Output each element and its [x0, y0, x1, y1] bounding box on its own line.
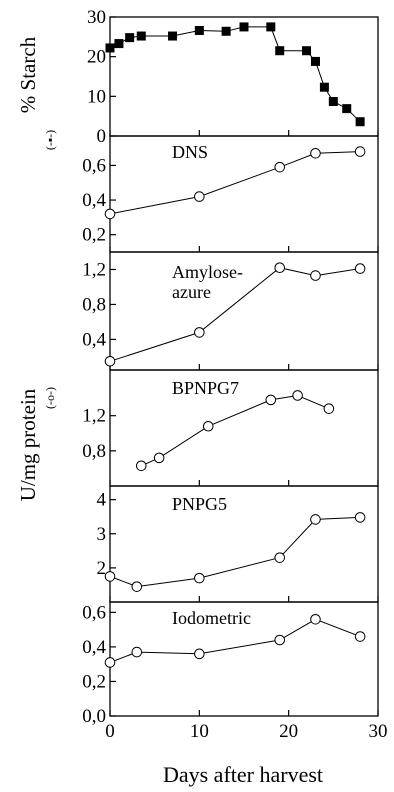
data-point	[310, 56, 320, 66]
data-point	[275, 46, 285, 56]
data-point	[328, 96, 338, 106]
y-tick-label: 2	[97, 558, 107, 579]
panel-frame	[109, 135, 379, 253]
y-tick-label: 3	[97, 524, 107, 545]
y-tick-label: 30	[87, 7, 106, 28]
data-point	[131, 581, 143, 592]
data-point	[354, 146, 366, 157]
data-point	[355, 117, 365, 127]
series-line	[141, 394, 330, 467]
x-tick-label: 10	[190, 721, 209, 742]
y-tick-label: 0,4	[82, 637, 106, 658]
panel-1: 0 10 20 30	[87, 7, 379, 147]
data-point	[292, 390, 303, 401]
data-point	[310, 148, 321, 159]
data-point	[239, 22, 249, 32]
data-point	[310, 514, 321, 525]
y-tick-label: 0,2	[82, 225, 106, 246]
panel-title: BPNPG7	[172, 378, 239, 398]
starch-axis-label: % Starch	[16, 36, 40, 113]
data-point	[136, 31, 146, 41]
y-tick-label: 0,0	[82, 706, 106, 727]
data-point	[194, 191, 205, 202]
panel-title: PNPG5	[172, 494, 227, 514]
data-point	[202, 420, 214, 432]
data-point	[274, 262, 286, 274]
y-tick-label: 20	[87, 47, 106, 68]
data-point	[265, 394, 277, 406]
data-point	[221, 26, 231, 36]
data-point	[319, 82, 329, 92]
y-tick-label: 0,2	[82, 671, 106, 692]
panel-frame	[109, 251, 379, 371]
data-point	[354, 512, 366, 523]
series-line	[109, 516, 361, 588]
x-tick-label: 0	[105, 721, 115, 742]
data-point	[194, 648, 205, 660]
data-point	[104, 657, 116, 668]
data-point	[104, 571, 116, 582]
y-tick-label: 0	[97, 126, 107, 147]
panel-3: 0,4 0,8 1,2 Amylose-azure	[82, 251, 379, 371]
data-point	[105, 43, 115, 53]
data-point	[135, 460, 147, 472]
x-tick-label: 20	[279, 721, 298, 742]
panel-4: 0,8 1,2 BPNPG7	[82, 369, 379, 487]
y-tick-label: 0,6	[82, 602, 106, 623]
data-point	[310, 613, 321, 625]
data-point	[274, 634, 286, 646]
panel-5: 2 3 4 PNPG5	[97, 485, 379, 603]
y-tick-label: 4	[97, 490, 107, 511]
y-tick-label: 0,6	[82, 155, 106, 176]
data-point	[323, 403, 335, 414]
data-point	[302, 46, 312, 56]
data-point	[194, 572, 205, 584]
enzyme-marker-note: (-o-)	[43, 387, 57, 409]
data-point	[194, 327, 205, 338]
data-point	[125, 33, 135, 43]
data-point	[310, 270, 321, 281]
y-tick-label: 0,4	[82, 329, 106, 350]
y-tick-label: 0,8	[82, 441, 106, 462]
data-point	[104, 208, 116, 220]
data-point	[104, 355, 116, 367]
y-tick-label: 0,4	[82, 190, 106, 211]
panel-2: 0,2 0,4 0,6 DNS	[82, 135, 379, 253]
x-axis-label: Days after harvest	[163, 762, 323, 787]
panel-title: Iodometric	[172, 608, 251, 628]
data-point	[194, 25, 204, 35]
series-line	[109, 26, 361, 123]
data-point	[114, 39, 124, 49]
enzyme-axis-label: U/mg protein	[16, 388, 40, 501]
panel-title: Amylose-	[172, 262, 243, 282]
data-point	[354, 263, 366, 274]
data-point	[266, 22, 276, 32]
panel-6: 0,0 0,2 0,4 0,6 0 10 20 30 Iodometric	[82, 601, 388, 742]
panel-frame	[109, 369, 379, 487]
data-point	[168, 31, 178, 41]
starch-marker-note: (-▪-)	[43, 130, 57, 150]
y-tick-label: 1,2	[82, 406, 106, 427]
data-point	[274, 161, 286, 173]
panel-title: azure	[172, 282, 211, 302]
y-tick-label: 10	[87, 86, 106, 107]
data-point	[131, 646, 143, 658]
y-tick-label: 0,8	[82, 294, 106, 315]
panel-frame	[109, 16, 379, 137]
panel-title: DNS	[172, 142, 208, 162]
data-point	[153, 452, 165, 464]
series-line	[109, 151, 361, 215]
data-point	[342, 104, 352, 114]
data-point	[274, 552, 286, 563]
data-point	[354, 631, 366, 642]
y-tick-label: 1,2	[82, 259, 106, 280]
x-tick-label: 30	[369, 721, 388, 742]
